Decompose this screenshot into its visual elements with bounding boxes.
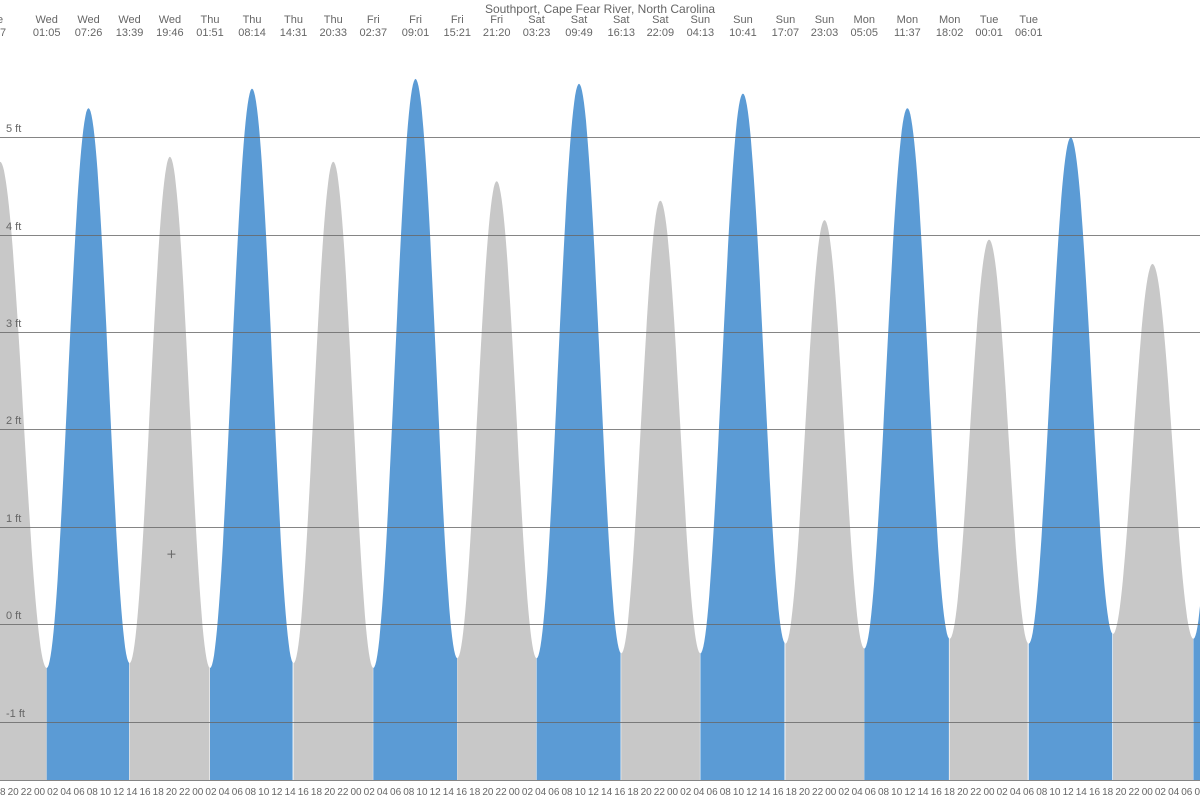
tide-lobe	[294, 162, 373, 780]
gridline	[0, 429, 1200, 430]
tide-lobe	[1113, 264, 1193, 780]
tide-lobe	[47, 108, 129, 780]
tide-lobe	[864, 108, 949, 780]
y-axis-label: 3 ft	[6, 318, 21, 330]
gridline	[0, 527, 1200, 528]
tide-lobe	[785, 220, 864, 780]
y-axis-label: 0 ft	[6, 610, 21, 622]
tide-chart: Southport, Cape Fear River, North Caroli…	[0, 0, 1200, 800]
gridline	[0, 137, 1200, 138]
x-axis-line	[0, 780, 1200, 781]
y-axis-label: -1 ft	[6, 708, 25, 720]
plot-svg	[0, 0, 1200, 800]
tide-lobe	[700, 94, 784, 780]
gridline	[0, 722, 1200, 723]
tide-lobe	[0, 162, 47, 780]
gridline	[0, 332, 1200, 333]
time-label: Tue06:01	[1004, 14, 1054, 40]
x-axis-tick: 08	[1191, 787, 1200, 798]
tide-lobe	[130, 157, 210, 780]
y-axis-label: 4 ft	[6, 221, 21, 233]
tide-lobe	[1193, 157, 1200, 780]
y-axis-label: 1 ft	[6, 513, 21, 525]
gridline	[0, 624, 1200, 625]
tide-lobe	[457, 181, 536, 780]
y-axis-label: 5 ft	[6, 123, 21, 135]
tide-lobe	[537, 84, 621, 780]
gridline	[0, 235, 1200, 236]
y-axis-label: 2 ft	[6, 415, 21, 427]
tide-lobe	[210, 89, 293, 780]
tide-lobe	[621, 201, 700, 780]
tide-lobe	[950, 240, 1028, 780]
